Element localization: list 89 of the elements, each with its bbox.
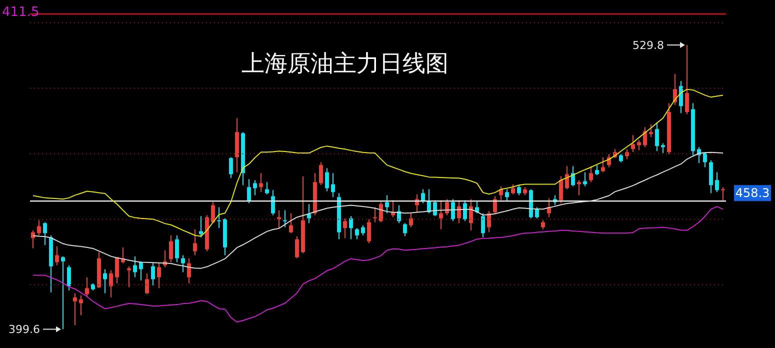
candlestick <box>253 180 257 196</box>
candlestick <box>103 268 107 294</box>
candlestick <box>37 220 41 236</box>
candlestick <box>361 224 365 236</box>
candlestick <box>385 194 389 214</box>
candlestick <box>655 122 659 152</box>
candlestick <box>505 188 509 202</box>
candlestick <box>109 270 113 298</box>
candlestick <box>373 206 377 223</box>
candlestick <box>391 200 395 218</box>
candlestick <box>535 206 539 219</box>
candlestick <box>649 124 653 138</box>
candlestick <box>169 234 173 263</box>
candlestick <box>289 212 293 234</box>
candlestick <box>589 166 593 183</box>
text: 上海原油主力日线图 <box>242 51 448 77</box>
candlestick <box>493 196 497 214</box>
candlestick <box>295 236 299 259</box>
candlestick <box>229 156 233 179</box>
candlestick <box>469 198 473 231</box>
candlestick <box>703 152 707 168</box>
candlestick <box>181 254 185 273</box>
candlestick <box>445 198 449 216</box>
candlestick <box>217 206 221 229</box>
candlestick <box>631 134 635 153</box>
candlestick <box>283 210 287 228</box>
candlestick <box>307 204 311 224</box>
candlestick <box>367 218 371 244</box>
candlestick <box>139 260 143 281</box>
annotation: 399.6 <box>8 323 40 336</box>
candlestick <box>43 222 47 246</box>
candlestick <box>481 212 485 238</box>
candlestick <box>451 198 455 222</box>
candlestick <box>133 256 137 278</box>
candlestick <box>325 168 329 192</box>
candlestick <box>331 172 335 198</box>
candlestick <box>403 222 407 237</box>
candlestick <box>349 216 353 240</box>
candlestick <box>319 162 323 186</box>
candlestick <box>715 172 719 193</box>
candlestick <box>271 190 275 216</box>
candlestick <box>559 176 563 204</box>
candlestick <box>517 184 521 196</box>
candlestick <box>73 292 77 326</box>
candlestick <box>379 202 383 223</box>
candlestick <box>463 200 467 222</box>
candlestick <box>127 266 131 288</box>
candlestick <box>259 172 263 193</box>
ref-line-label: 458.3 <box>735 186 770 200</box>
candlestick <box>157 262 161 289</box>
candlestick <box>709 160 713 194</box>
candlestick <box>115 256 119 284</box>
candlestick <box>277 210 281 229</box>
candlestick <box>85 276 89 298</box>
candlestick <box>433 200 437 217</box>
candlestick <box>55 246 59 266</box>
candlestick <box>247 178 251 204</box>
candlestick <box>457 200 461 224</box>
candlestick <box>343 218 347 239</box>
annotation: 529.8 <box>632 39 664 52</box>
annotation: 411.5 <box>2 5 40 20</box>
candlestick <box>145 272 149 295</box>
candlestick <box>199 216 203 238</box>
candlestick <box>511 184 515 195</box>
candlestick <box>625 148 629 160</box>
candlestick <box>637 140 641 151</box>
candlestick <box>583 172 587 187</box>
candlestick <box>721 186 725 201</box>
candlestick <box>547 198 551 218</box>
candlestick <box>643 126 647 148</box>
candlestick <box>679 80 683 114</box>
candlestick <box>409 212 413 228</box>
candlestick <box>595 164 599 176</box>
candlestick <box>193 228 197 256</box>
candlestick <box>661 142 665 154</box>
candlestick <box>577 180 581 196</box>
candlestick <box>421 188 425 204</box>
candlestick <box>685 44 689 115</box>
candlestick <box>151 262 155 286</box>
candlestick <box>355 228 359 240</box>
candlestick <box>67 264 71 291</box>
candlestick <box>601 156 605 173</box>
candlestick <box>571 166 575 187</box>
candlestick <box>565 166 569 190</box>
candlestick <box>487 210 491 233</box>
candlestick <box>439 200 443 230</box>
candlestick <box>175 234 179 263</box>
candlestick <box>187 258 191 284</box>
candlestick <box>61 256 65 330</box>
